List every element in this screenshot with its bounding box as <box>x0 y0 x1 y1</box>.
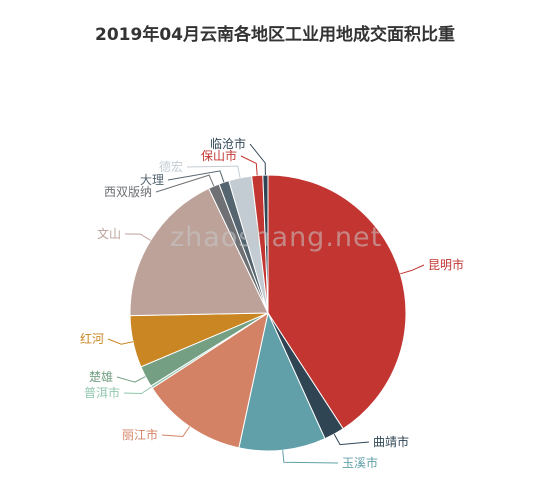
slice-label-6: 楚雄 <box>89 369 113 384</box>
pie-slice-3 <box>238 311 326 452</box>
leader-line-9 <box>155 174 215 193</box>
leader-line-13 <box>249 143 266 176</box>
pie-slices <box>129 174 407 452</box>
leader-line-12 <box>240 155 258 176</box>
pie-slice-8 <box>129 187 269 317</box>
leader-line-8 <box>124 233 151 241</box>
leader-line-1 <box>400 264 425 275</box>
leader-line-4 <box>161 426 191 438</box>
slice-label-7: 红河 <box>80 331 104 346</box>
slice-label-9: 西双版纳 <box>104 185 152 199</box>
slice-label-4: 丽江市 <box>122 427 158 442</box>
leader-line-10 <box>167 170 225 183</box>
slice-label-1: 昆明市 <box>428 257 464 272</box>
leader-line-11 <box>186 165 241 178</box>
leader-line-6 <box>116 376 146 383</box>
slice-label-10: 大理 <box>140 173 164 187</box>
leader-line-5 <box>123 386 152 395</box>
slice-label-8: 文山 <box>97 226 121 241</box>
slice-label-12: 保山市 <box>201 148 237 163</box>
leader-line-7 <box>107 338 134 345</box>
leader-line-2 <box>333 433 370 446</box>
slice-label-5: 普洱市 <box>84 385 120 400</box>
slice-label-3: 玉溪市 <box>342 455 378 470</box>
pie-slice-13 <box>262 174 269 314</box>
slice-label-13: 临沧市 <box>210 136 246 151</box>
slice-label-2: 曲靖市 <box>373 434 409 449</box>
leader-line-3 <box>282 450 339 464</box>
pie-slice-4 <box>151 311 269 449</box>
slice-label-11: 德宏 <box>159 159 183 174</box>
chart-title: 2019年04月云南各地区工业用地成交面积比重 <box>95 25 455 45</box>
